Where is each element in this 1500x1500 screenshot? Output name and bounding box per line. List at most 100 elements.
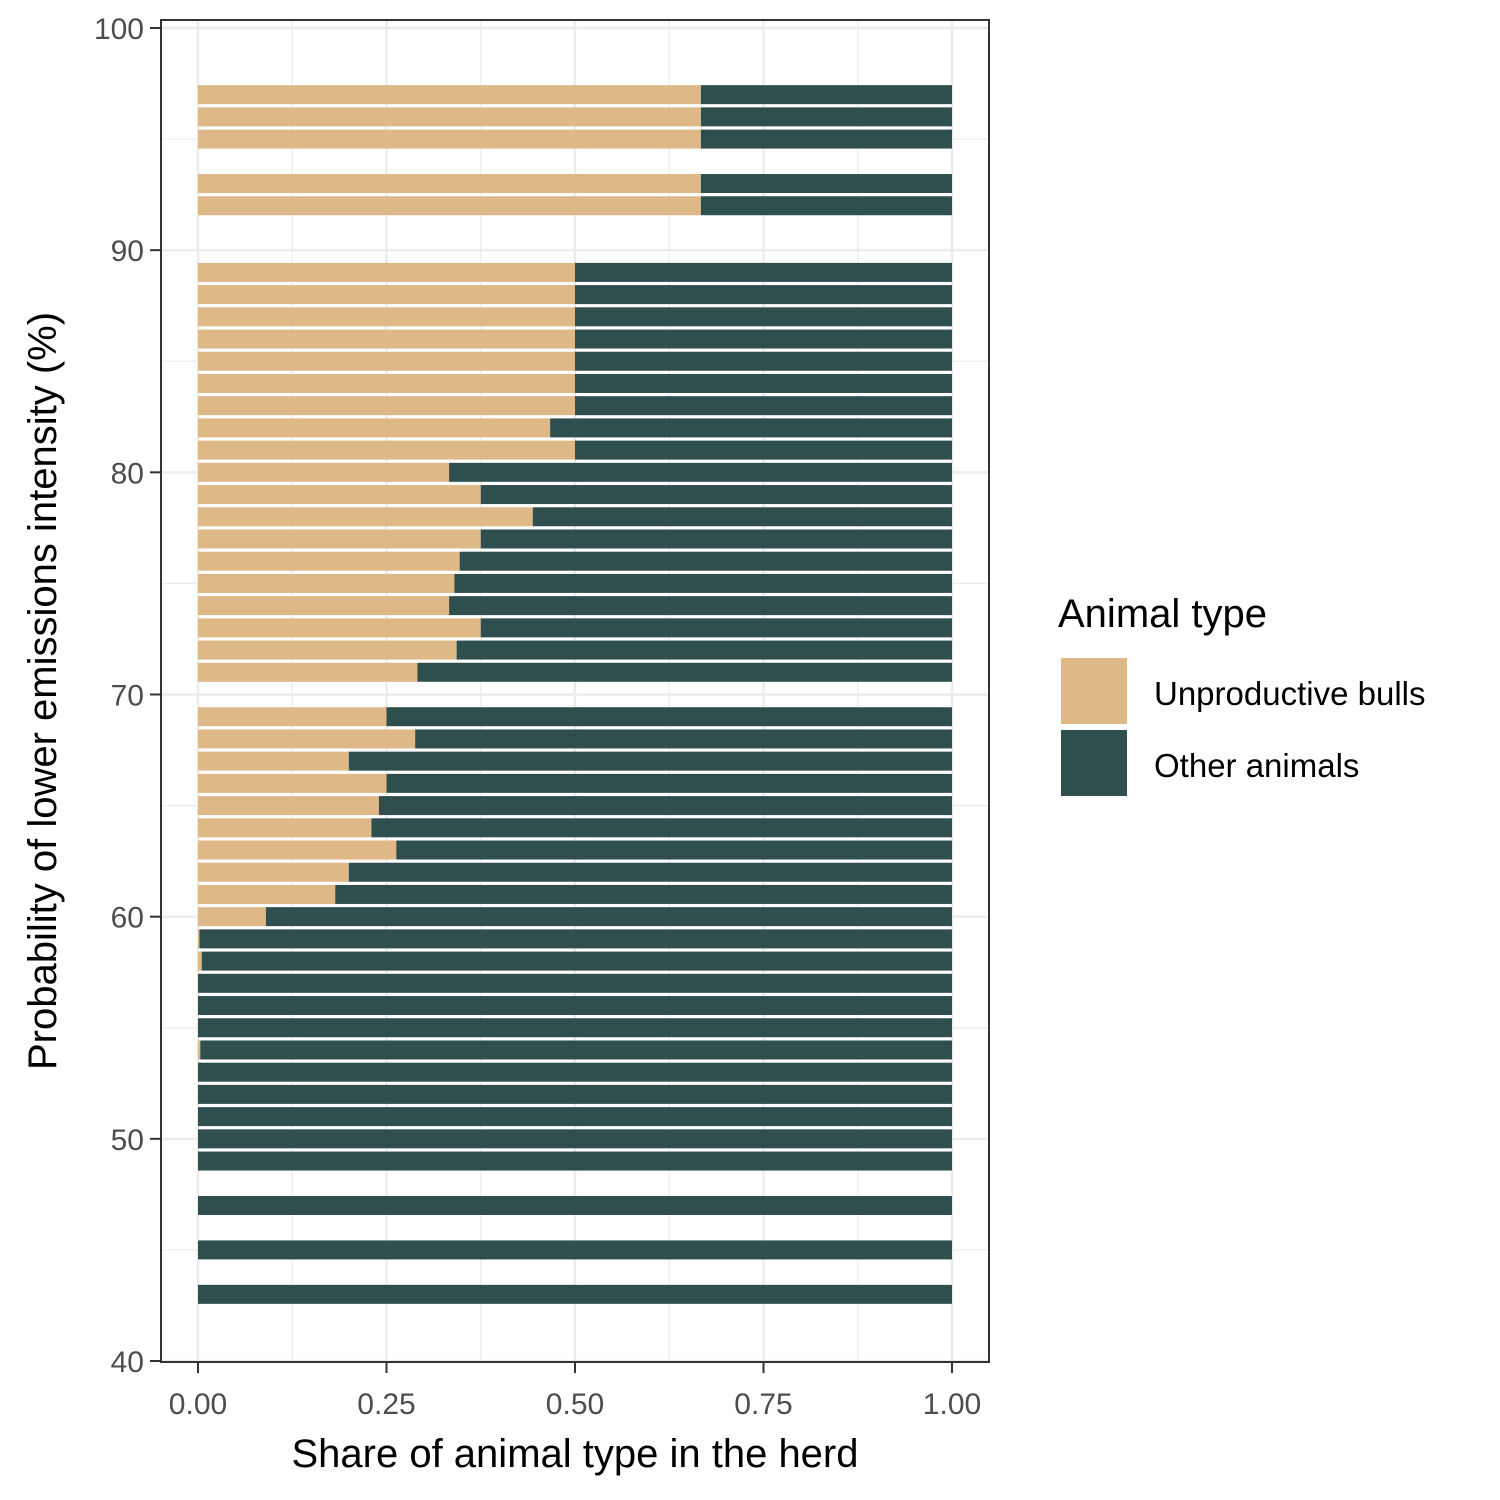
bar-unproductive-bulls — [198, 551, 460, 571]
bar-other-animals — [575, 373, 952, 393]
bar-unproductive-bulls — [198, 840, 397, 860]
bar-other-animals — [378, 796, 953, 816]
bar-other-animals — [335, 884, 952, 904]
bar-other-animals — [454, 573, 952, 593]
legend-title: Animal type — [1058, 592, 1267, 636]
bar-unproductive-bulls — [198, 529, 481, 549]
bar-other-animals — [532, 507, 952, 527]
bar-unproductive-bulls — [198, 485, 481, 505]
x-tick-label: 0.00 — [169, 1388, 227, 1421]
bar-other-animals — [480, 485, 952, 505]
bar-unproductive-bulls — [198, 107, 701, 127]
bar-unproductive-bulls — [198, 418, 551, 438]
bar-other-animals — [550, 418, 952, 438]
bar-other-animals — [459, 551, 952, 571]
bar-unproductive-bulls — [198, 462, 450, 482]
bar-other-animals — [575, 262, 952, 282]
bar-unproductive-bulls — [198, 174, 701, 194]
bar-other-animals — [456, 640, 952, 660]
bar-unproductive-bulls — [198, 307, 575, 327]
legend-label-other-animals: Other animals — [1154, 747, 1359, 784]
bar-other-animals — [265, 907, 952, 927]
bar-other-animals — [480, 618, 952, 638]
y-tick-label: 60 — [111, 902, 144, 935]
bar-other-animals — [480, 529, 952, 549]
y-tick-label: 70 — [111, 680, 144, 713]
legend: Animal type Unproductive bulls Other ani… — [1058, 592, 1425, 796]
bar-unproductive-bulls — [198, 818, 372, 838]
bar-unproductive-bulls — [198, 507, 533, 527]
bar-other-animals — [201, 951, 952, 971]
bar-other-animals — [700, 174, 952, 194]
bar-other-animals — [198, 1062, 952, 1082]
bar-other-animals — [396, 840, 952, 860]
bar-unproductive-bulls — [198, 573, 455, 593]
bar-unproductive-bulls — [198, 196, 701, 216]
bar-unproductive-bulls — [198, 929, 200, 949]
bar-unproductive-bulls — [198, 129, 701, 149]
bar-other-animals — [700, 196, 952, 216]
bar-unproductive-bulls — [198, 618, 481, 638]
y-tick-label: 90 — [111, 235, 144, 268]
legend-label-unproductive-bulls: Unproductive bulls — [1154, 675, 1425, 712]
bar-unproductive-bulls — [198, 729, 416, 749]
x-tick-label: 0.50 — [546, 1388, 604, 1421]
x-tick-label: 1.00 — [923, 1388, 981, 1421]
x-axis: 0.00 0.25 0.50 0.75 1.00 — [169, 1362, 981, 1421]
bar-other-animals — [575, 329, 952, 349]
bar-other-animals — [198, 1107, 952, 1127]
legend-key-other-animals — [1061, 730, 1127, 796]
bar-other-animals — [198, 996, 952, 1016]
bar-other-animals — [700, 107, 952, 127]
bar-other-animals — [386, 707, 952, 727]
bar-unproductive-bulls — [198, 707, 387, 727]
y-tick-label: 80 — [111, 457, 144, 490]
bar-other-animals — [198, 1240, 952, 1260]
y-tick-label: 100 — [94, 13, 144, 46]
legend-key-unproductive-bulls — [1061, 658, 1127, 724]
y-axis-title: Probability of lower emissions intensity… — [21, 312, 65, 1070]
bar-other-animals — [198, 1195, 952, 1215]
bar-unproductive-bulls — [198, 796, 379, 816]
bar-unproductive-bulls — [198, 662, 418, 682]
bar-other-animals — [700, 85, 952, 105]
bars — [198, 85, 953, 1304]
y-axis: 40 50 60 70 80 90 100 — [94, 13, 161, 1379]
bar-unproductive-bulls — [198, 951, 202, 971]
bar-other-animals — [348, 751, 952, 771]
bar-unproductive-bulls — [198, 285, 575, 305]
bar-unproductive-bulls — [198, 640, 457, 660]
bar-unproductive-bulls — [198, 1040, 201, 1060]
bar-unproductive-bulls — [198, 373, 575, 393]
bar-unproductive-bulls — [198, 884, 336, 904]
bar-other-animals — [417, 662, 952, 682]
bar-unproductive-bulls — [198, 85, 701, 105]
bar-unproductive-bulls — [198, 751, 349, 771]
bar-other-animals — [371, 818, 952, 838]
bar-other-animals — [575, 351, 952, 371]
bar-unproductive-bulls — [198, 440, 575, 460]
bar-unproductive-bulls — [198, 596, 450, 616]
bar-other-animals — [199, 929, 952, 949]
x-tick-label: 0.25 — [357, 1388, 415, 1421]
bar-unproductive-bulls — [198, 351, 575, 371]
bar-other-animals — [575, 285, 952, 305]
bar-other-animals — [386, 773, 952, 793]
bar-other-animals — [198, 973, 952, 993]
bar-other-animals — [198, 1129, 952, 1149]
bar-other-animals — [198, 1018, 952, 1038]
bar-other-animals — [415, 729, 953, 749]
y-tick-label: 50 — [111, 1124, 144, 1157]
bar-unproductive-bulls — [198, 862, 349, 882]
bar-unproductive-bulls — [198, 262, 575, 282]
bar-other-animals — [348, 862, 952, 882]
bar-other-animals — [449, 462, 952, 482]
bar-other-animals — [575, 307, 952, 327]
bar-other-animals — [200, 1040, 953, 1060]
bar-other-animals — [575, 396, 952, 416]
bar-unproductive-bulls — [198, 396, 575, 416]
bar-other-animals — [700, 129, 952, 149]
bar-other-animals — [198, 1284, 952, 1304]
x-tick-label: 0.75 — [734, 1388, 792, 1421]
